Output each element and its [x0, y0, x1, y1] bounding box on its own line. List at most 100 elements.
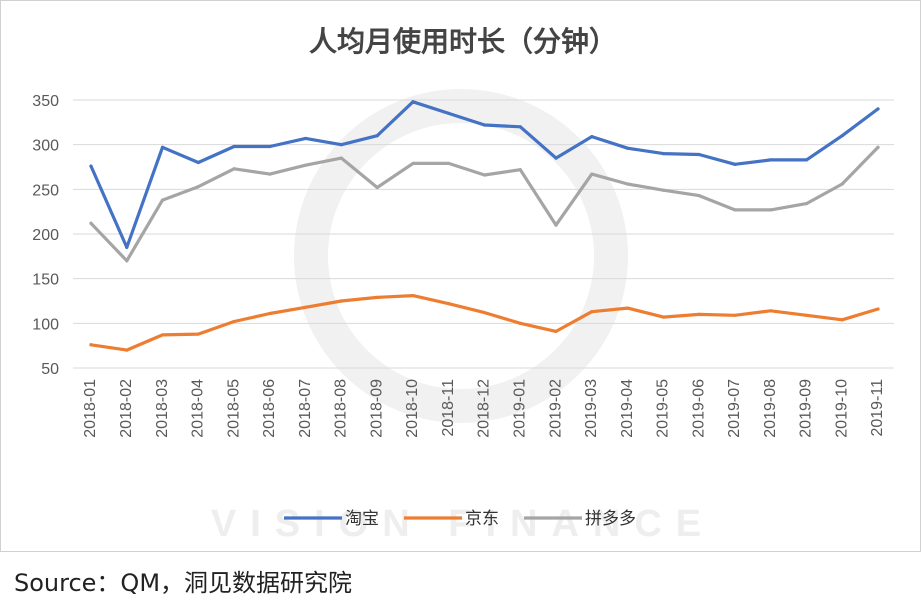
data-point: [554, 329, 558, 333]
data-point: [160, 198, 165, 202]
y-tick-label: 350: [32, 93, 59, 110]
data-point: [590, 310, 594, 314]
data-point: [447, 111, 451, 115]
x-tick-label: 2018-12: [476, 379, 493, 438]
data-point: [160, 333, 165, 337]
x-tick-label: 2019-09: [798, 379, 815, 438]
data-point: [125, 348, 129, 352]
data-point: [733, 162, 737, 166]
data-point: [89, 343, 93, 347]
data-point: [876, 107, 880, 111]
data-point: [196, 160, 200, 165]
x-tick-label: 2019-04: [619, 379, 636, 438]
data-point: [661, 315, 665, 319]
data-point: [447, 302, 451, 306]
y-tick-label: 200: [32, 227, 59, 244]
data-point: [804, 202, 809, 206]
data-point: [590, 135, 594, 139]
data-point: [518, 125, 522, 129]
data-point: [268, 172, 272, 176]
data-point: [554, 223, 558, 227]
data-point: [625, 182, 630, 186]
x-tick-label: 2018-11: [440, 379, 457, 437]
x-tick-label: 2018-08: [333, 379, 350, 438]
data-point: [196, 185, 200, 189]
data-point: [840, 134, 844, 138]
y-tick-label: 150: [32, 272, 59, 289]
y-tick-label: 100: [32, 316, 59, 333]
x-tick-label: 2019-10: [833, 379, 850, 438]
x-tick-label: 2018-03: [154, 379, 171, 438]
data-point: [375, 295, 379, 300]
x-tick-label: 2018-07: [297, 379, 314, 438]
watermark-text: VISION FINANCE: [211, 503, 715, 545]
data-point: [697, 152, 701, 157]
data-point: [160, 145, 165, 149]
x-tick-label: 2019-03: [583, 379, 600, 438]
source-note: Source：QM，洞见数据研究院: [14, 569, 353, 597]
series-line-3: [89, 145, 880, 263]
x-tick-label: 2018-02: [118, 379, 135, 438]
x-tick-label: 2018-06: [261, 379, 278, 438]
y-tick-label: 50: [41, 361, 59, 378]
data-point: [304, 163, 308, 167]
data-point: [590, 172, 594, 176]
data-point: [268, 144, 272, 149]
data-point: [339, 156, 344, 160]
x-tick-label: 2018-01: [82, 379, 99, 438]
data-point: [268, 311, 272, 316]
data-point: [125, 259, 129, 263]
watermark: VISION FINANCE: [211, 89, 715, 545]
data-point: [840, 318, 844, 322]
data-point: [375, 185, 379, 190]
legend: 淘宝 京东 拼多多: [284, 509, 636, 529]
x-tick-label: 2018-04: [190, 379, 207, 438]
data-point: [804, 313, 809, 317]
data-point: [697, 193, 701, 198]
data-point: [339, 143, 344, 147]
x-tick-label: 2019-05: [655, 379, 672, 438]
data-point: [769, 158, 773, 162]
data-point: [482, 311, 487, 315]
data-point: [733, 313, 737, 317]
data-point: [733, 208, 737, 212]
legend-label: 淘宝: [345, 509, 379, 529]
chart-title: 人均月使用时长（分钟）: [309, 25, 617, 58]
y-tick-label: 300: [32, 138, 59, 155]
x-tick-label: 2019-07: [726, 379, 743, 438]
data-point: [769, 208, 773, 212]
line-chart: VISION FINANCE 50 100 150 200 250 300 350 2018-…: [32, 25, 894, 545]
legend-label: 拼多多: [585, 509, 636, 529]
chart-frame: VISION FINANCE 50 100 150 200 250 300 350 2018-…: [0, 0, 921, 552]
data-point: [125, 245, 129, 249]
data-point: [232, 319, 236, 324]
data-point: [554, 156, 558, 160]
y-tick-label: 250: [32, 182, 59, 199]
x-tick-label: 2018-09: [368, 379, 385, 438]
data-point: [232, 144, 236, 149]
data-point: [697, 312, 701, 316]
data-point: [840, 182, 844, 186]
data-point: [482, 123, 487, 127]
data-point: [625, 146, 630, 150]
x-tick-label: 2018-10: [404, 379, 421, 438]
legend-label: 京东: [465, 509, 499, 529]
data-point: [769, 309, 773, 313]
x-tick-label: 2019-11: [869, 379, 886, 437]
data-point: [876, 307, 880, 311]
data-point: [375, 134, 379, 138]
x-tick-label: 2019-01: [511, 379, 528, 438]
data-point: [232, 167, 236, 171]
data-point: [625, 306, 630, 310]
data-point: [661, 188, 665, 192]
x-tick-label: 2019-08: [762, 379, 779, 438]
axes: 50 100 150 200 250 300 350 2018-01 2018-02 2018-0…: [32, 93, 886, 438]
x-tick-label: 2019-02: [547, 379, 564, 438]
data-point: [196, 332, 200, 336]
data-point: [411, 294, 415, 298]
grid: [73, 99, 894, 369]
watermark-ring: [294, 89, 628, 423]
data-point: [518, 168, 522, 172]
data-point: [411, 100, 415, 104]
data-point: [304, 305, 308, 309]
